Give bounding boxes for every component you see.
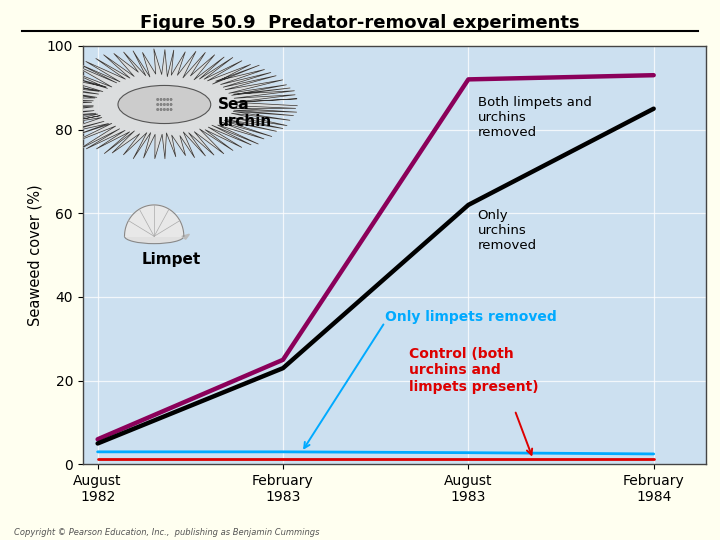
Text: Only limpets removed: Only limpets removed — [385, 309, 557, 323]
Text: Limpet: Limpet — [142, 252, 202, 267]
Text: Sea
urchin: Sea urchin — [218, 97, 272, 129]
Ellipse shape — [156, 108, 159, 111]
Polygon shape — [125, 205, 184, 237]
Polygon shape — [32, 49, 297, 159]
Ellipse shape — [166, 98, 168, 101]
Text: Copyright © Pearson Education, Inc.,  publishing as Benjamin Cummings: Copyright © Pearson Education, Inc., pub… — [14, 528, 320, 537]
Polygon shape — [182, 234, 189, 239]
Ellipse shape — [156, 103, 159, 106]
Ellipse shape — [163, 103, 166, 106]
Y-axis label: Seaweed cover (%): Seaweed cover (%) — [27, 184, 42, 326]
Ellipse shape — [170, 103, 172, 106]
Text: Only
urchins
removed: Only urchins removed — [477, 209, 536, 252]
Text: Both limpets and
urchins
removed: Both limpets and urchins removed — [477, 96, 592, 139]
Ellipse shape — [160, 98, 162, 101]
Ellipse shape — [156, 98, 159, 101]
Ellipse shape — [170, 98, 172, 101]
Text: Control (both
urchins and
limpets present): Control (both urchins and limpets presen… — [409, 347, 539, 394]
Text: Figure 50.9  Predator-removal experiments: Figure 50.9 Predator-removal experiments — [140, 14, 580, 31]
Ellipse shape — [118, 85, 211, 124]
Ellipse shape — [163, 98, 166, 101]
Ellipse shape — [166, 103, 168, 106]
Ellipse shape — [160, 108, 162, 111]
Ellipse shape — [160, 103, 162, 106]
Ellipse shape — [170, 108, 172, 111]
Ellipse shape — [163, 108, 166, 111]
Ellipse shape — [125, 229, 184, 244]
Ellipse shape — [166, 108, 168, 111]
